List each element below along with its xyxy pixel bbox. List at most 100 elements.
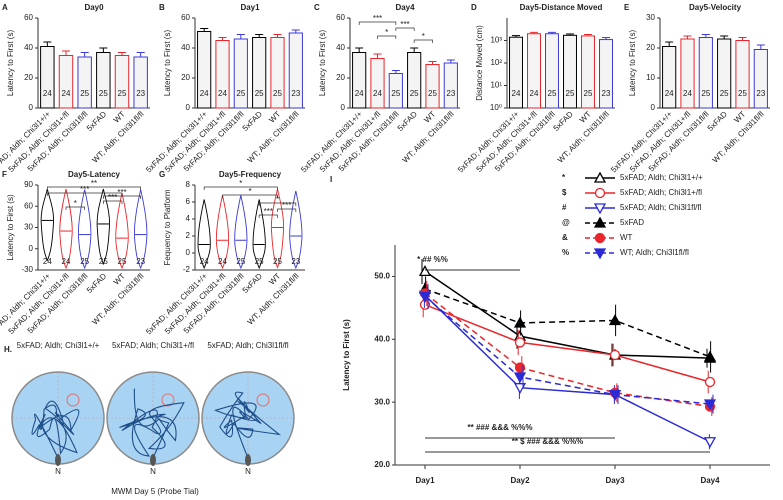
- y-tick-label: 20: [336, 73, 345, 82]
- panel-letter: E: [624, 3, 630, 12]
- y-tick-label: 60: [24, 201, 33, 210]
- y-tick-label: 0: [29, 244, 34, 253]
- bar: [114, 55, 130, 109]
- violin: [40, 188, 55, 262]
- marker: [593, 248, 607, 260]
- y-tick-label: 0: [651, 103, 656, 112]
- series-line: [424, 288, 711, 358]
- bar: [40, 46, 55, 109]
- legend-label: 5xFAD; Aldh; Chi3l1fl/fl: [620, 203, 702, 212]
- n-label: 25: [428, 89, 437, 98]
- violin: [252, 199, 266, 270]
- y-tick-label: 0: [186, 103, 191, 112]
- n-label: 25: [584, 89, 593, 98]
- n-label: 25: [548, 89, 557, 98]
- significance-bracket: [258, 202, 297, 206]
- y-tick-label: 20: [24, 73, 33, 82]
- north-label: N: [245, 467, 251, 476]
- n-label: 24: [665, 89, 674, 98]
- marker: [418, 291, 432, 303]
- significance-bracket: [65, 206, 86, 210]
- swim-path: [31, 400, 80, 459]
- n-label: 24: [218, 257, 227, 266]
- significance-label: *: [74, 199, 77, 208]
- n-label: 25: [236, 257, 245, 266]
- y-tick-label: 30: [646, 13, 655, 22]
- significance-bracket: [358, 21, 397, 25]
- platform: [256, 393, 270, 407]
- n-label: 23: [602, 89, 611, 98]
- chart-title: Day4: [395, 3, 415, 12]
- north-label: N: [55, 467, 61, 476]
- y-tick-label: 10²: [490, 58, 502, 67]
- marker: [703, 437, 717, 449]
- significance-label: *: [385, 28, 388, 37]
- x-tick-label: Day1: [415, 476, 435, 485]
- platform: [66, 393, 80, 407]
- series-line: [424, 304, 711, 383]
- n-label: 24: [218, 89, 227, 98]
- panel-letter: I: [330, 175, 332, 184]
- y-tick-label: 4: [186, 214, 191, 223]
- y-axis-label: Latency to First (s): [628, 30, 637, 97]
- chart-title: Day1: [240, 3, 260, 12]
- marker: [608, 314, 622, 326]
- significance-label: *: [239, 179, 242, 188]
- y-axis-label: Latency to First (s): [6, 30, 15, 97]
- bar: [407, 52, 422, 109]
- series-line: [424, 270, 711, 359]
- significance-label: ** $ ### &&& %%%: [512, 437, 584, 446]
- group-label: 5xFAD; Aldh; Chi3l1+/fl: [112, 341, 194, 350]
- significance-label: ***: [117, 188, 126, 197]
- n-label: 24: [200, 89, 209, 98]
- n-label: 25: [80, 89, 89, 98]
- n-label: 25: [273, 257, 282, 266]
- y-tick-label: 20: [646, 43, 655, 52]
- violin: [77, 189, 92, 270]
- mouse: [245, 454, 251, 466]
- legend-symbol: %: [562, 248, 569, 257]
- significance-label: **: [91, 179, 97, 188]
- n-label: 24: [355, 89, 364, 98]
- series-line: [424, 295, 711, 405]
- legend-symbol: $: [562, 188, 567, 197]
- marker: [608, 389, 622, 401]
- y-tick-label: 50.0: [374, 272, 390, 281]
- mouse: [150, 454, 156, 466]
- y-tick-label: 40: [181, 43, 190, 52]
- significance-label: *: [276, 195, 279, 204]
- significance-bracket: [258, 214, 278, 218]
- marker: [514, 362, 526, 373]
- n-label: 24: [43, 89, 52, 98]
- bar: [96, 52, 111, 109]
- y-tick-label: -2: [183, 265, 191, 274]
- y-tick-label: 8: [186, 180, 191, 189]
- bar: [443, 62, 458, 109]
- marker: [593, 171, 607, 183]
- y-axis-label: Latency to First (s): [6, 194, 15, 261]
- n-label: 25: [99, 89, 108, 98]
- n-label: 23: [136, 257, 145, 266]
- violin: [59, 188, 73, 270]
- y-tick-label: 0: [341, 103, 346, 112]
- bar: [77, 56, 92, 109]
- marker: [513, 316, 527, 328]
- series-line: [424, 294, 711, 443]
- marker: [593, 216, 607, 228]
- marker: [514, 337, 526, 348]
- n-label: 23: [446, 89, 455, 98]
- violin: [215, 195, 230, 270]
- y-tick-label: 6: [186, 197, 191, 206]
- y-tick-label: 40.0: [374, 334, 390, 343]
- y-tick-label: 60: [181, 13, 190, 22]
- bar: [133, 56, 148, 109]
- panel-letter: F: [2, 170, 7, 179]
- significance-bracket: [222, 194, 278, 198]
- y-tick-label: 90: [24, 180, 33, 189]
- y-tick-label: 60: [336, 13, 345, 22]
- y-tick-label: 40: [24, 43, 33, 52]
- n-label: 25: [255, 257, 264, 266]
- y-tick-label: 30.0: [374, 397, 390, 406]
- marker: [594, 232, 606, 244]
- n-label: 23: [136, 89, 145, 98]
